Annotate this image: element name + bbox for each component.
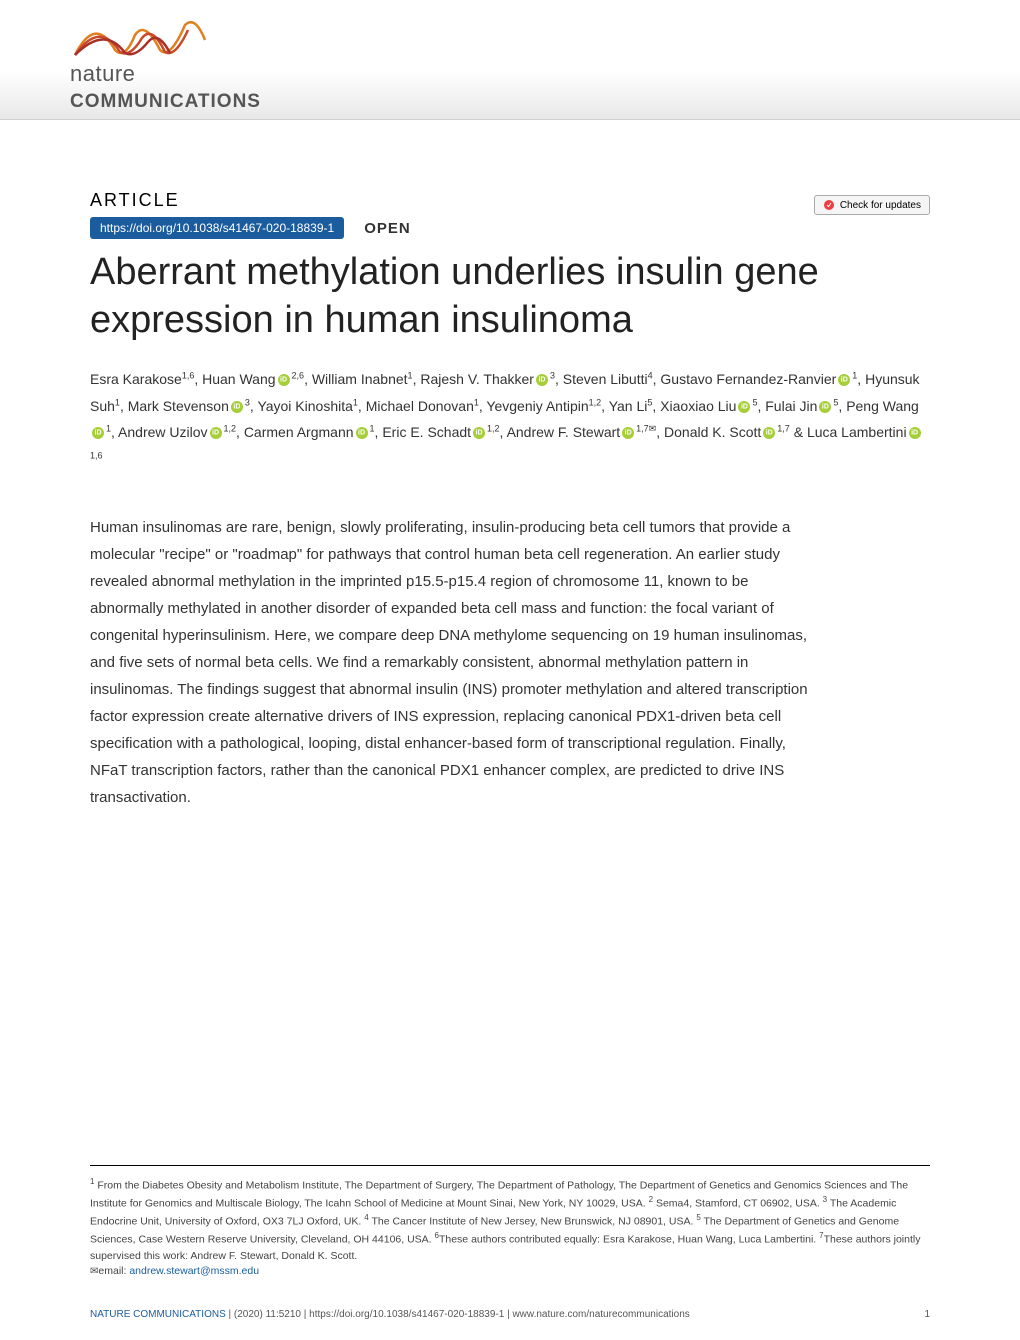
affiliations-block: 1 From the Diabetes Obesity and Metaboli… [90, 1165, 930, 1281]
author: Yan Li5 [609, 398, 653, 414]
orcid-icon[interactable] [473, 427, 485, 439]
orcid-icon[interactable] [92, 427, 104, 439]
journal-name-line2: COMMUNICATIONS [70, 91, 261, 112]
author: Steven Libutti4 [563, 371, 653, 387]
check-updates-button[interactable]: Check for updates [814, 195, 930, 215]
author: William Inabnet1 [312, 371, 413, 387]
page-number: 1 [924, 1309, 930, 1320]
journal-name: nature COMMUNICATIONS [70, 61, 261, 113]
author: Rajesh V. Thakker3 [420, 371, 555, 387]
header-banner: nature COMMUNICATIONS [0, 0, 1020, 120]
logo-waves-icon [70, 10, 210, 60]
author: Yevgeniy Antipin1,2 [486, 398, 601, 414]
orcid-icon[interactable] [738, 401, 750, 413]
orcid-icon[interactable] [536, 374, 548, 386]
author: Andrew F. Stewart1,7✉ [507, 424, 657, 440]
affiliation-4: The Cancer Institute of New Jersey, New … [371, 1216, 693, 1228]
doi-link[interactable]: https://doi.org/10.1038/s41467-020-18839… [90, 217, 344, 239]
author: Michael Donovan1 [366, 398, 479, 414]
orcid-icon[interactable] [838, 374, 850, 386]
footer-journal: NATURE COMMUNICATIONS [90, 1309, 226, 1320]
orcid-icon[interactable] [210, 427, 222, 439]
footer-citation: (2020) 11:5210 | https://doi.org/10.1038… [234, 1309, 690, 1320]
orcid-icon[interactable] [819, 401, 831, 413]
doi-row: https://doi.org/10.1038/s41467-020-18839… [90, 217, 930, 239]
affiliation-2: Sema4, Stamford, CT 06902, USA. [656, 1197, 820, 1209]
journal-name-line1: nature [70, 61, 135, 86]
journal-logo: nature COMMUNICATIONS [70, 10, 261, 113]
page-footer: NATURE COMMUNICATIONS | (2020) 11:5210 |… [90, 1309, 930, 1320]
author: Fulai Jin5 [765, 398, 838, 414]
author: Gustavo Fernandez-Ranvier1 [660, 371, 857, 387]
author: Xiaoxiao Liu5 [660, 398, 757, 414]
affiliation-6: These authors contributed equally: Esra … [439, 1234, 816, 1246]
open-access-badge: OPEN [364, 220, 411, 237]
check-updates-label: Check for updates [840, 200, 921, 211]
author: Eric E. Schadt1,2 [382, 424, 499, 440]
orcid-icon[interactable] [763, 427, 775, 439]
article-type-label: ARTICLE [90, 190, 930, 211]
article-content: ARTICLE https://doi.org/10.1038/s41467-0… [0, 120, 1020, 811]
author: Huan Wang2,6 [202, 371, 304, 387]
authors-list: Esra Karakose1,6, Huan Wang2,6, William … [90, 366, 930, 472]
author: Carmen Argmann1 [244, 424, 375, 440]
orcid-icon[interactable] [622, 427, 634, 439]
orcid-icon[interactable] [278, 374, 290, 386]
orcid-icon[interactable] [356, 427, 368, 439]
abstract: Human insulinomas are rare, benign, slow… [90, 514, 810, 811]
email-label: email: [98, 1265, 126, 1277]
author: Andrew Uzilov1,2 [118, 424, 236, 440]
author: Yayoi Kinoshita1 [257, 398, 357, 414]
author: Mark Stevenson3 [128, 398, 250, 414]
orcid-icon[interactable] [231, 401, 243, 413]
crossmark-icon [823, 199, 835, 211]
author: Esra Karakose1,6 [90, 371, 194, 387]
author: Donald K. Scott1,7 [664, 424, 790, 440]
corresponding-email[interactable]: andrew.stewart@mssm.edu [129, 1265, 259, 1277]
orcid-icon[interactable] [909, 427, 921, 439]
article-title: Aberrant methylation underlies insulin g… [90, 249, 930, 344]
